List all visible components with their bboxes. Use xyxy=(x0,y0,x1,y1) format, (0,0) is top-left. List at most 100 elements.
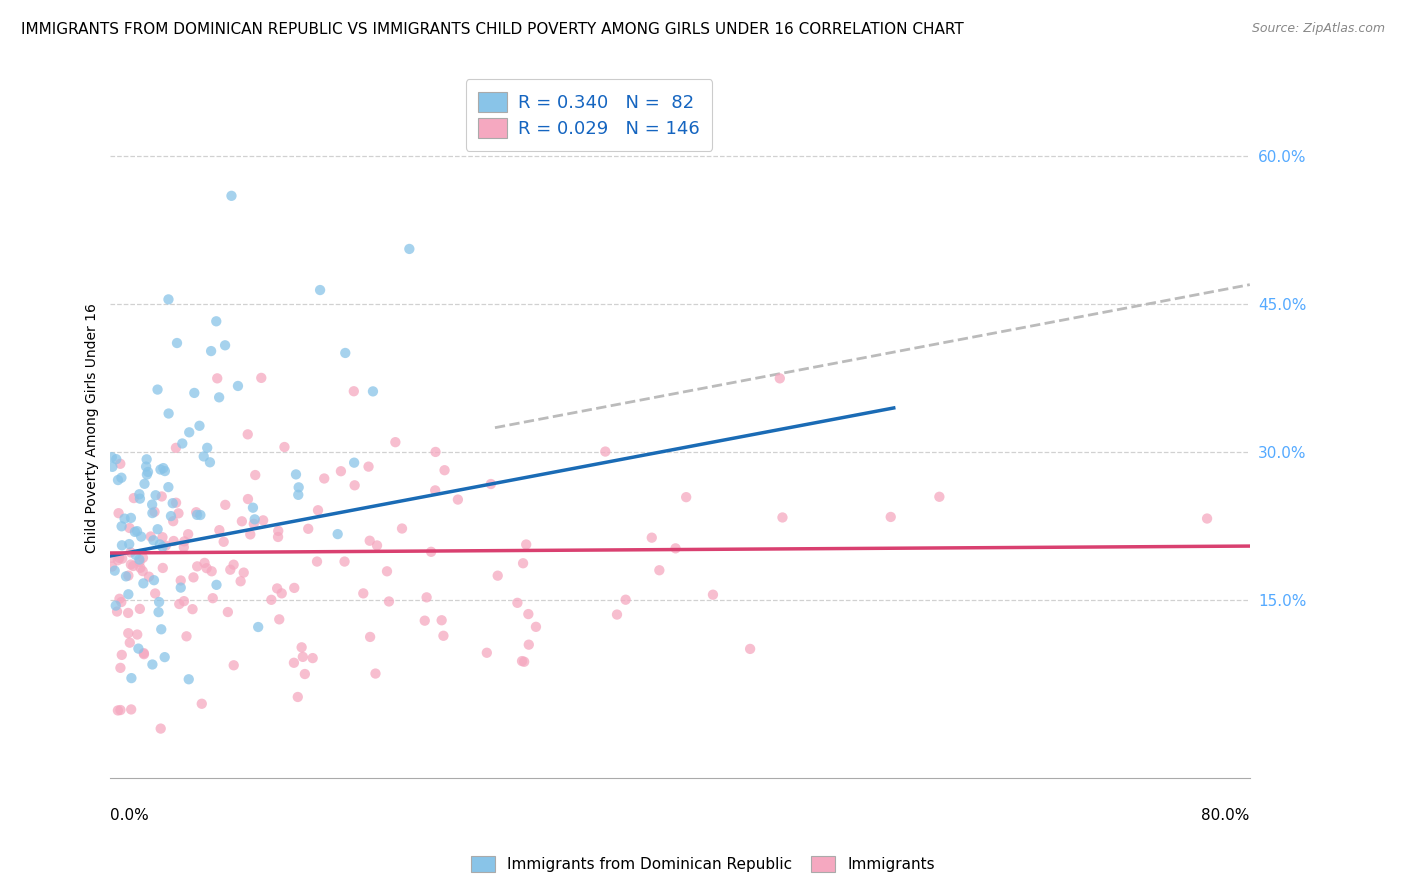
Point xyxy=(250,371,273,385)
Point xyxy=(343,384,366,399)
Legend: R = 0.340   N =  82, R = 0.029   N = 146: R = 0.340 N = 82, R = 0.029 N = 146 xyxy=(465,79,713,151)
Point xyxy=(135,467,157,482)
Point xyxy=(517,607,540,621)
Point xyxy=(167,597,190,611)
Point xyxy=(105,605,128,619)
Point xyxy=(149,722,172,736)
Point xyxy=(378,594,401,608)
Point xyxy=(375,564,398,578)
Point xyxy=(176,629,198,643)
Point xyxy=(186,505,208,519)
Point xyxy=(359,533,381,548)
Point xyxy=(135,459,157,474)
Point xyxy=(195,561,218,575)
Point xyxy=(183,570,205,584)
Point xyxy=(179,425,201,440)
Point xyxy=(217,605,239,619)
Point xyxy=(614,592,637,607)
Point xyxy=(107,703,129,717)
Point xyxy=(201,564,224,578)
Point xyxy=(283,581,305,595)
Point xyxy=(128,487,150,501)
Point xyxy=(236,491,259,506)
Point xyxy=(207,371,229,385)
Point xyxy=(104,599,127,613)
Point xyxy=(208,390,231,404)
Text: 0.0%: 0.0% xyxy=(111,808,149,823)
Point xyxy=(160,509,183,524)
Point xyxy=(138,569,160,583)
Point xyxy=(260,592,283,607)
Point xyxy=(132,576,155,591)
Point xyxy=(222,558,245,572)
Point xyxy=(131,564,153,578)
Point xyxy=(120,671,142,685)
Point xyxy=(186,559,208,574)
Point xyxy=(247,620,270,634)
Point xyxy=(232,566,254,580)
Point xyxy=(167,506,190,520)
Point xyxy=(357,459,380,474)
Point xyxy=(155,539,177,553)
Point xyxy=(125,524,148,538)
Point xyxy=(772,510,794,524)
Point xyxy=(129,561,152,575)
Point xyxy=(283,656,305,670)
Point xyxy=(515,537,537,551)
Point xyxy=(366,538,388,552)
Point xyxy=(101,450,124,465)
Point xyxy=(420,545,443,559)
Point xyxy=(173,540,195,554)
Point xyxy=(129,530,152,544)
Point xyxy=(132,550,155,565)
Point xyxy=(769,371,792,385)
Point xyxy=(152,530,174,544)
Point xyxy=(294,667,316,681)
Point xyxy=(141,498,163,512)
Point xyxy=(506,596,529,610)
Point xyxy=(219,563,242,577)
Point xyxy=(595,444,617,458)
Point xyxy=(352,586,374,600)
Point xyxy=(269,612,291,626)
Point xyxy=(111,648,134,662)
Point xyxy=(287,480,309,494)
Point xyxy=(880,510,903,524)
Point xyxy=(287,690,309,704)
Point xyxy=(343,456,366,470)
Point xyxy=(425,445,447,459)
Point xyxy=(231,514,253,528)
Point xyxy=(110,471,132,485)
Point xyxy=(512,556,534,570)
Point xyxy=(236,427,259,442)
Point xyxy=(129,491,152,506)
Point xyxy=(153,464,176,478)
Point xyxy=(675,490,697,504)
Point xyxy=(447,492,470,507)
Point xyxy=(173,534,195,549)
Point xyxy=(205,314,228,328)
Point xyxy=(343,478,366,492)
Point xyxy=(702,588,724,602)
Point xyxy=(107,473,129,487)
Point xyxy=(208,523,231,537)
Point xyxy=(139,529,162,543)
Point xyxy=(120,545,142,559)
Point xyxy=(364,666,387,681)
Point xyxy=(198,455,221,469)
Point xyxy=(120,558,142,572)
Point xyxy=(128,552,150,566)
Point xyxy=(229,574,252,589)
Point xyxy=(108,550,131,565)
Point xyxy=(606,607,628,622)
Point xyxy=(297,522,319,536)
Y-axis label: Child Poverty Among Girls Under 16: Child Poverty Among Girls Under 16 xyxy=(86,302,100,553)
Point xyxy=(117,587,139,601)
Point xyxy=(101,459,124,474)
Point xyxy=(117,568,139,582)
Point xyxy=(201,591,224,606)
Point xyxy=(162,514,184,528)
Point xyxy=(181,602,204,616)
Point xyxy=(166,336,188,351)
Point xyxy=(170,574,193,588)
